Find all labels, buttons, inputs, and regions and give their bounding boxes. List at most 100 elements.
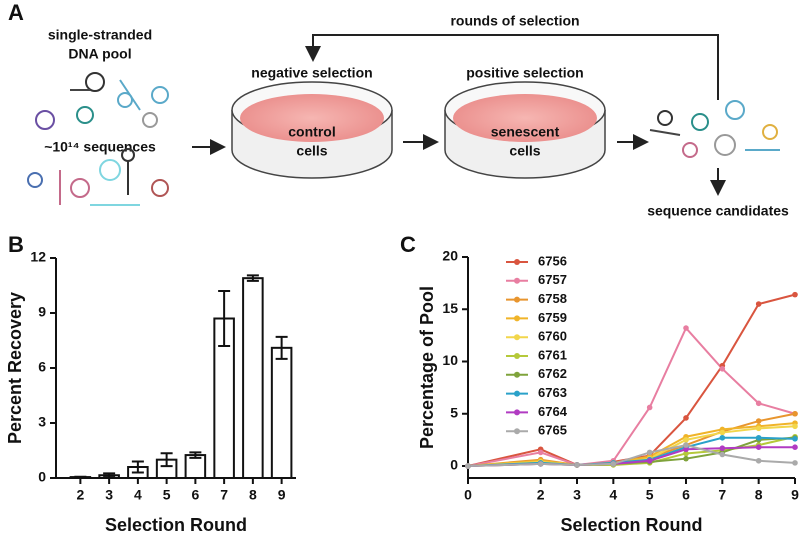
dish-label: cells: [509, 143, 540, 159]
legend-marker: [514, 409, 520, 416]
panel-label: A: [8, 0, 24, 25]
y-tick-label: 12: [30, 249, 46, 265]
step-title: positive selection: [466, 65, 583, 81]
legend-label: 6762: [538, 366, 567, 381]
point: [755, 301, 762, 307]
legend-marker: [514, 353, 520, 359]
y-tick-label: 6: [38, 359, 46, 375]
panel-label: C: [400, 232, 416, 257]
y-axis-title: Percent Recovery: [5, 292, 25, 444]
panel-a: A single-stranded DNA pool ~10¹⁴ sequenc…: [8, 0, 789, 219]
point: [755, 400, 762, 407]
pool-title: single-stranded: [48, 27, 152, 43]
error-bar: [131, 460, 144, 474]
y-tick-label: 9: [38, 304, 46, 320]
legend-label: 6764: [538, 404, 568, 419]
point: [537, 449, 544, 456]
x-axis-title: Selection Round: [105, 515, 247, 535]
dish-label: control: [288, 124, 335, 140]
point: [719, 445, 726, 452]
x-tick-label: 2: [76, 487, 84, 503]
point: [683, 437, 689, 443]
legend-marker: [514, 277, 520, 284]
legend-label: 6758: [538, 291, 567, 306]
point: [537, 461, 544, 467]
pool-title: DNA pool: [68, 46, 131, 62]
axes: [467, 257, 795, 479]
x-tick-label: 2: [537, 487, 545, 503]
point: [610, 461, 617, 467]
y-axis-title: Percentage of Pool: [417, 286, 437, 449]
point: [719, 366, 726, 372]
x-tick-label: 3: [573, 487, 581, 503]
y-tick-label: 20: [442, 248, 458, 264]
output-label: sequence candidates: [647, 203, 789, 219]
legend-label: 6756: [538, 253, 567, 268]
legend-marker: [514, 390, 520, 397]
petri-dish: [444, 81, 606, 179]
dish-label: cells: [296, 143, 327, 159]
y-tick-label: 0: [450, 457, 458, 473]
y-tick-label: 0: [38, 469, 46, 485]
legend-label: 6757: [538, 272, 567, 287]
x-tick-label: 7: [220, 487, 228, 503]
legend-label: 6763: [538, 385, 567, 400]
bar: [270, 346, 293, 480]
loop-label: rounds of selection: [450, 13, 579, 29]
point: [792, 410, 798, 417]
legend-label: 6765: [538, 423, 567, 438]
x-tick-label: 8: [249, 487, 257, 503]
x-tick-label: 4: [609, 487, 617, 503]
point: [755, 425, 762, 432]
legend-label: 6761: [538, 347, 567, 362]
point: [465, 463, 471, 469]
y-tick-label: 3: [38, 414, 46, 430]
point: [755, 444, 762, 450]
point: [755, 434, 762, 441]
point: [792, 291, 798, 298]
legend-marker: [514, 315, 520, 322]
point: [792, 436, 798, 442]
point: [683, 415, 689, 421]
legend-marker: [514, 371, 520, 378]
aptamer-pool: [27, 72, 169, 206]
x-tick-label: 5: [163, 487, 171, 503]
error-bar: [160, 452, 173, 468]
x-tick-label: 4: [134, 487, 142, 503]
y-tick-label: 10: [442, 352, 458, 368]
point: [683, 446, 689, 453]
point: [683, 450, 689, 457]
point: [683, 325, 689, 331]
point: [719, 429, 726, 436]
legend-marker: [514, 259, 520, 265]
point: [646, 404, 653, 411]
point: [683, 455, 689, 462]
x-tick-label: 9: [278, 487, 286, 503]
bar: [242, 277, 264, 479]
point: [792, 444, 798, 450]
x-tick-label: 5: [646, 487, 654, 503]
point: [755, 418, 762, 424]
x-tick-label: 8: [755, 487, 763, 503]
pool-size: ~10¹⁴ sequences: [44, 139, 156, 155]
y-tick-label: 15: [442, 300, 458, 316]
x-tick-label: 0: [464, 487, 472, 503]
y-tick-label: 5: [450, 404, 458, 420]
point: [792, 423, 798, 430]
panel-label: B: [8, 232, 24, 257]
point: [792, 460, 798, 466]
legend-label: 6760: [538, 329, 567, 344]
legend-label: 6759: [538, 310, 567, 325]
axes: [55, 258, 296, 479]
error-bar: [218, 290, 231, 347]
loop-arrow: [305, 34, 719, 100]
point: [683, 442, 689, 448]
legend-marker: [514, 296, 520, 303]
dish-label: senescent: [491, 124, 560, 140]
x-tick-label: 6: [191, 487, 199, 503]
x-tick-label: 9: [791, 487, 799, 503]
point: [574, 462, 580, 468]
error-bar: [275, 335, 288, 360]
legend-marker: [514, 334, 520, 341]
